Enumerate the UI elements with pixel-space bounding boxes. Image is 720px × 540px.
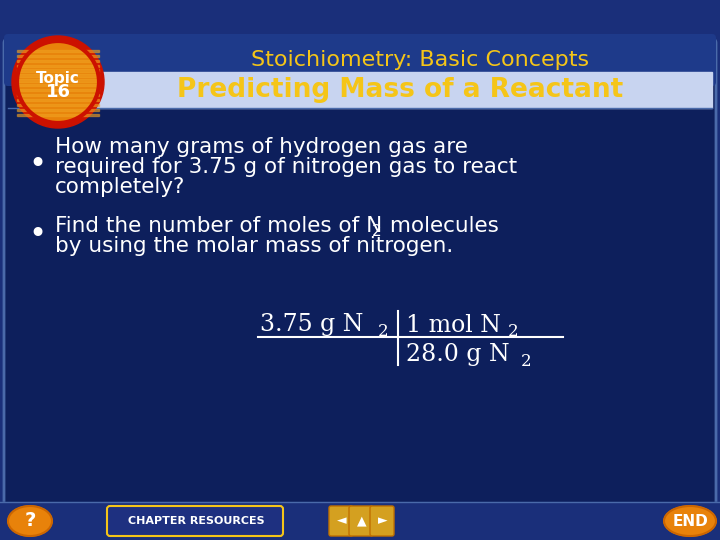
- Text: Find the number of moles of N: Find the number of moles of N: [55, 216, 382, 236]
- Text: CHAPTER RESOURCES: CHAPTER RESOURCES: [127, 516, 264, 526]
- Bar: [17, 94, 99, 96]
- Text: 2: 2: [521, 353, 531, 369]
- Text: How many grams of hydrogen gas are: How many grams of hydrogen gas are: [55, 137, 468, 157]
- Bar: [8, 42, 712, 82]
- Bar: [17, 59, 99, 62]
- Bar: [17, 55, 99, 57]
- Bar: [17, 75, 99, 77]
- FancyBboxPatch shape: [349, 506, 373, 536]
- Text: Topic: Topic: [36, 71, 80, 85]
- Text: Predicting Mass of a Reactant: Predicting Mass of a Reactant: [177, 77, 623, 103]
- Text: END: END: [672, 514, 708, 529]
- Text: 3.75 g N: 3.75 g N: [260, 314, 364, 336]
- Text: required for 3.75 g of nitrogen gas to react: required for 3.75 g of nitrogen gas to r…: [55, 157, 517, 177]
- Circle shape: [12, 36, 104, 128]
- Text: completely?: completely?: [55, 177, 185, 197]
- Text: 1 mol N: 1 mol N: [406, 314, 501, 336]
- Text: ◄: ◄: [337, 515, 347, 528]
- FancyBboxPatch shape: [4, 34, 716, 86]
- Text: ?: ?: [24, 511, 36, 530]
- Text: ►: ►: [378, 515, 388, 528]
- Text: 2: 2: [508, 322, 518, 340]
- Bar: [17, 99, 99, 101]
- Ellipse shape: [664, 506, 716, 536]
- Text: 2: 2: [372, 224, 382, 239]
- FancyBboxPatch shape: [370, 506, 394, 536]
- FancyBboxPatch shape: [4, 39, 716, 509]
- Text: •: •: [28, 151, 46, 179]
- Bar: [17, 65, 99, 67]
- Bar: [17, 104, 99, 106]
- Text: 16: 16: [45, 83, 71, 101]
- FancyBboxPatch shape: [107, 506, 283, 536]
- Bar: [17, 70, 99, 72]
- Bar: [17, 114, 99, 116]
- Bar: [17, 109, 99, 111]
- Text: by using the molar mass of nitrogen.: by using the molar mass of nitrogen.: [55, 236, 454, 256]
- Text: ▲: ▲: [357, 515, 366, 528]
- Circle shape: [17, 41, 99, 123]
- Text: •: •: [28, 220, 46, 249]
- Bar: [95, 72, 712, 108]
- Bar: [17, 84, 99, 86]
- Ellipse shape: [8, 506, 52, 536]
- Bar: [0, 502, 720, 540]
- FancyBboxPatch shape: [329, 506, 353, 536]
- Text: Stoichiometry: Basic Concepts: Stoichiometry: Basic Concepts: [251, 50, 589, 70]
- Text: molecules: molecules: [383, 216, 499, 236]
- Bar: [17, 50, 99, 52]
- Text: 28.0 g N: 28.0 g N: [406, 343, 510, 367]
- Bar: [17, 79, 99, 82]
- Text: 2: 2: [378, 322, 389, 340]
- Bar: [17, 89, 99, 91]
